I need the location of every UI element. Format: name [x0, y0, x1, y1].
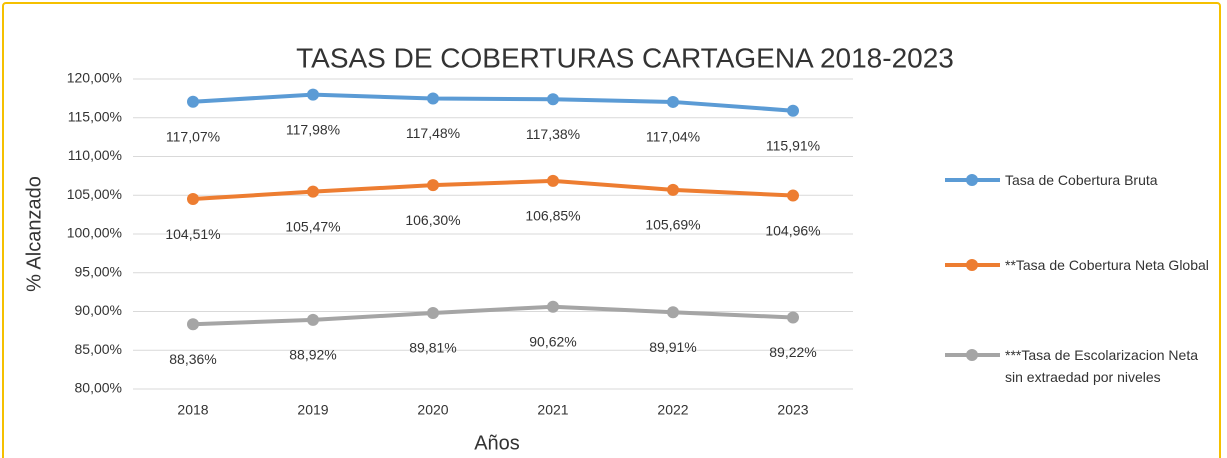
data-label: 106,30% [405, 212, 460, 228]
x-tick-label: 2023 [777, 402, 808, 418]
y-tick-label: 100,00% [67, 225, 122, 241]
point [427, 179, 439, 192]
point [787, 104, 799, 117]
point [667, 183, 679, 196]
data-label: 90,62% [529, 333, 576, 349]
data-label: 117,04% [646, 129, 700, 145]
y-tick-label: 90,00% [75, 302, 122, 318]
data-label: 104,51% [165, 226, 220, 242]
data-label: 117,38% [526, 126, 580, 142]
point [307, 88, 319, 101]
data-label: 88,36% [169, 351, 216, 367]
y-tick-label: 110,00% [68, 147, 122, 163]
data-label: 106,85% [525, 208, 580, 224]
data-label: 105,69% [645, 217, 700, 233]
y-tick-label: 85,00% [75, 341, 122, 357]
point [427, 306, 439, 319]
point [667, 306, 679, 319]
point [547, 174, 559, 187]
legend-marker [966, 349, 978, 361]
legend-marker [966, 174, 978, 186]
data-label: 88,92% [289, 347, 336, 363]
data-label: 115,91% [766, 137, 820, 153]
series-line [192, 178, 794, 202]
legend-marker [966, 259, 978, 271]
y-tick-label: 95,00% [75, 263, 122, 279]
legend-label: **Tasa de Cobertura Neta Global [1005, 257, 1209, 273]
point [547, 93, 559, 106]
series-line [192, 304, 794, 327]
data-label: 105,47% [285, 218, 340, 234]
legend-label: ***Tasa de Escolarizacion Neta sin extra… [1005, 347, 1198, 385]
x-tick-label: 2022 [657, 402, 688, 418]
y-tick-label: 80,00% [75, 380, 122, 396]
data-label: 117,07% [166, 128, 220, 144]
data-label: 104,96% [765, 222, 820, 238]
series-line [192, 92, 794, 113]
point [547, 300, 559, 313]
point [667, 95, 679, 108]
point [427, 92, 439, 105]
legend-label: Tasa de Cobertura Bruta [1005, 172, 1158, 188]
y-tick-label: 105,00% [67, 186, 122, 202]
point [787, 189, 799, 202]
point [187, 95, 199, 108]
x-tick-label: 2021 [537, 402, 568, 418]
x-tick-label: 2019 [297, 402, 328, 418]
y-tick-label: 115,00% [68, 108, 122, 124]
data-label: 117,48% [406, 125, 460, 141]
data-label: 89,91% [649, 339, 696, 355]
point [307, 313, 319, 326]
data-label: 89,22% [769, 344, 816, 360]
data-label: 117,98% [286, 121, 340, 137]
x-axis-label: Años [474, 432, 520, 454]
point [787, 311, 799, 324]
y-tick-label: 120,00% [67, 70, 122, 86]
data-label: 89,81% [409, 340, 456, 356]
x-tick-label: 2018 [177, 402, 208, 418]
point [307, 185, 319, 198]
y-axis-label: % Alcanzado [23, 176, 45, 292]
chart-title: TASAS DE COBERTURAS CARTAGENA 2018-2023 [296, 42, 954, 73]
point [187, 318, 199, 331]
point [187, 193, 199, 206]
x-tick-label: 2020 [417, 402, 448, 418]
